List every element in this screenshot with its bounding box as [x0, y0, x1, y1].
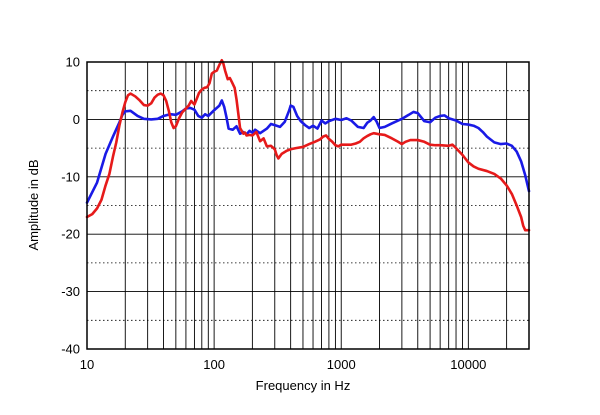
y-tick-label: -10 — [61, 169, 80, 184]
x-tick-label: 1000 — [327, 357, 356, 372]
x-axis-title: Frequency in Hz — [256, 378, 351, 393]
series-line-2 — [85, 58, 531, 232]
y-tick-label: -40 — [61, 342, 80, 357]
series-layer — [85, 58, 531, 232]
y-tick-label: -30 — [61, 284, 80, 299]
minor-grid — [87, 62, 530, 349]
x-tick-labels: 10 100 1000 10000 — [80, 357, 487, 372]
x-tick-label: 100 — [203, 357, 225, 372]
y-tick-label: 10 — [66, 55, 80, 70]
y-tick-label: 0 — [73, 112, 80, 127]
x-tick-label: 10 — [80, 357, 94, 372]
y-tick-labels: 10 0 -10 -20 -30 -40 — [61, 55, 80, 357]
y-axis-title: Amplitude in dB — [26, 159, 41, 250]
y-tick-label: -20 — [61, 227, 80, 242]
x-tick-label: 10000 — [450, 357, 486, 372]
plot-border — [86, 61, 530, 350]
